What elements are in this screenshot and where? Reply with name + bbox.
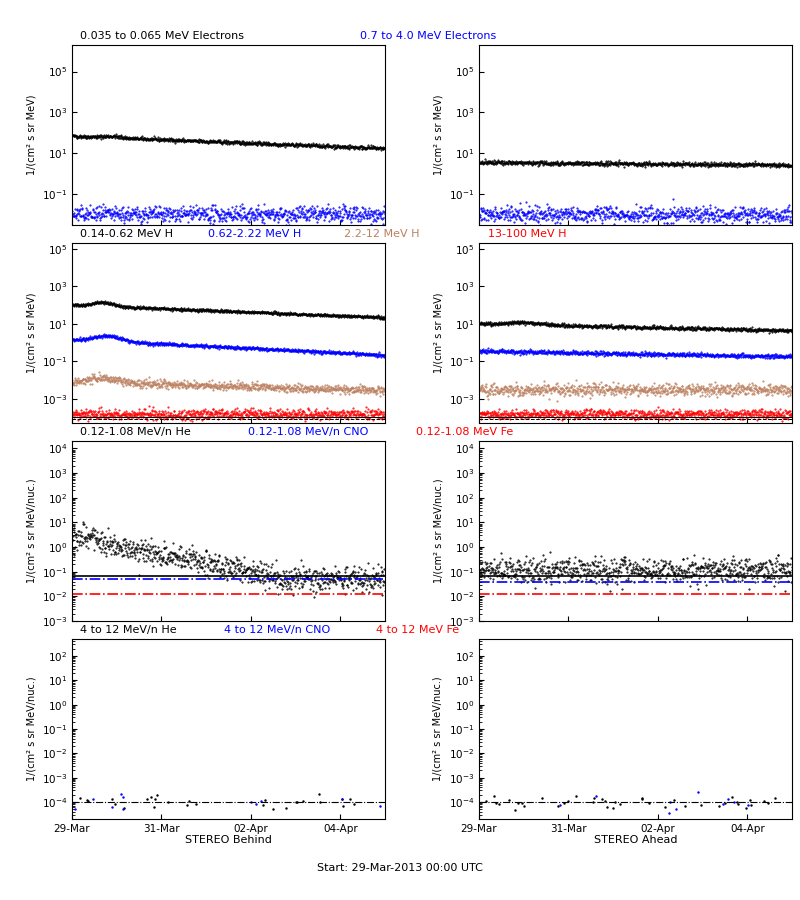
Text: 0.7 to 4.0 MeV Electrons: 0.7 to 4.0 MeV Electrons — [360, 32, 496, 41]
Y-axis label: 1/(cm² s sr MeV): 1/(cm² s sr MeV) — [433, 292, 443, 374]
Y-axis label: 1/(cm² s sr MeV/nuc.): 1/(cm² s sr MeV/nuc.) — [433, 479, 443, 583]
Y-axis label: 1/(cm² s sr MeV/nuc.): 1/(cm² s sr MeV/nuc.) — [26, 479, 36, 583]
Y-axis label: 1/(cm² s sr MeV): 1/(cm² s sr MeV) — [26, 292, 36, 374]
X-axis label: STEREO Behind: STEREO Behind — [185, 835, 272, 845]
Text: 0.12-1.08 MeV/n He: 0.12-1.08 MeV/n He — [80, 428, 190, 437]
Text: 0.035 to 0.065 MeV Electrons: 0.035 to 0.065 MeV Electrons — [80, 32, 244, 41]
Y-axis label: 1/(cm² s sr MeV/nuc.): 1/(cm² s sr MeV/nuc.) — [433, 677, 443, 781]
Text: 0.14-0.62 MeV H: 0.14-0.62 MeV H — [80, 230, 173, 239]
Text: 4 to 12 MeV/n CNO: 4 to 12 MeV/n CNO — [224, 626, 330, 635]
Text: 13-100 MeV H: 13-100 MeV H — [488, 230, 566, 239]
Text: Start: 29-Mar-2013 00:00 UTC: Start: 29-Mar-2013 00:00 UTC — [317, 863, 483, 873]
Text: 4 to 12 MeV Fe: 4 to 12 MeV Fe — [376, 626, 459, 635]
Text: 0.12-1.08 MeV Fe: 0.12-1.08 MeV Fe — [416, 428, 514, 437]
Y-axis label: 1/(cm² s sr MeV): 1/(cm² s sr MeV) — [26, 94, 36, 176]
X-axis label: STEREO Ahead: STEREO Ahead — [594, 835, 678, 845]
Y-axis label: 1/(cm² s sr MeV): 1/(cm² s sr MeV) — [433, 94, 443, 176]
Text: 2.2-12 MeV H: 2.2-12 MeV H — [344, 230, 419, 239]
Text: 0.12-1.08 MeV/n CNO: 0.12-1.08 MeV/n CNO — [248, 428, 368, 437]
Text: 4 to 12 MeV/n He: 4 to 12 MeV/n He — [80, 626, 177, 635]
Text: 0.62-2.22 MeV H: 0.62-2.22 MeV H — [208, 230, 302, 239]
Y-axis label: 1/(cm² s sr MeV/nuc.): 1/(cm² s sr MeV/nuc.) — [26, 677, 36, 781]
